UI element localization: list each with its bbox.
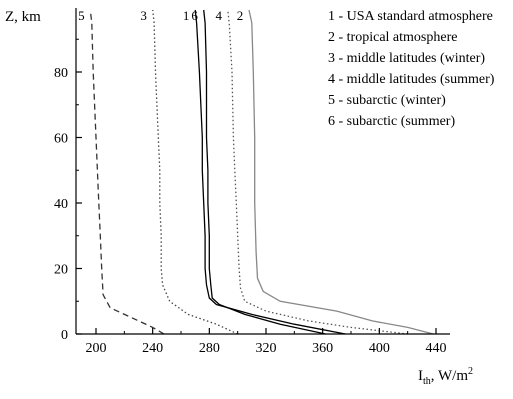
x-axis-title-unit: , W/m — [431, 368, 469, 384]
series-line-2 — [248, 9, 434, 335]
series-top-label: 5 — [78, 8, 85, 23]
y-tick-label: 40 — [54, 197, 68, 212]
series-line-5 — [89, 9, 165, 335]
axes — [75, 8, 450, 335]
legend: 1 - USA standard atmosphere 2 - tropical… — [328, 9, 495, 129]
y-tick-label: 20 — [54, 263, 68, 278]
series-top-label: 6 — [191, 8, 198, 23]
x-axis-title: Ith, W/m2 — [418, 366, 473, 387]
y-tick-label: 80 — [54, 66, 68, 81]
series-top-label: 2 — [237, 8, 244, 23]
x-ticks: 200 240 280 320 360 400 440 — [86, 328, 447, 356]
series-line-1 — [194, 9, 346, 335]
series-top-label: 1 — [183, 8, 190, 23]
x-tick-label: 280 — [199, 341, 220, 356]
series-top-label: 3 — [140, 8, 147, 23]
plot-lines — [89, 9, 434, 335]
legend-entry: 5 - subarctic (winter) — [328, 93, 446, 108]
legend-entry: 3 - middle latitudes (winter) — [328, 51, 485, 66]
series-labels: 1 2 3 4 5 6 — [78, 8, 243, 23]
legend-entry: 6 - subarctic (summer) — [328, 114, 455, 129]
y-tick-label: 60 — [54, 132, 68, 147]
legend-entry: 4 - middle latitudes (summer) — [328, 72, 495, 87]
x-tick-label: 240 — [142, 341, 163, 356]
y-tick-label: 0 — [61, 328, 68, 343]
legend-entry: 2 - tropical atmosphere — [328, 30, 457, 45]
y-ticks: 0 20 40 60 80 — [54, 38, 82, 343]
x-axis-title-superscript: 2 — [468, 366, 473, 377]
x-tick-label: 440 — [426, 341, 447, 356]
x-axis-title-main: I — [418, 368, 423, 384]
series-line-4 — [227, 9, 408, 335]
x-tick-label: 320 — [256, 341, 277, 356]
x-tick-label: 360 — [312, 341, 333, 356]
series-top-label: 4 — [216, 8, 223, 23]
y-axis-title: Z, km — [5, 9, 41, 25]
x-tick-label: 400 — [369, 341, 390, 356]
series-line-3 — [152, 9, 238, 335]
x-axis-title-subscript: th — [423, 376, 431, 387]
series-line-6 — [203, 9, 326, 335]
legend-entry: 1 - USA standard atmosphere — [328, 9, 493, 24]
x-tick-label: 200 — [86, 341, 107, 356]
